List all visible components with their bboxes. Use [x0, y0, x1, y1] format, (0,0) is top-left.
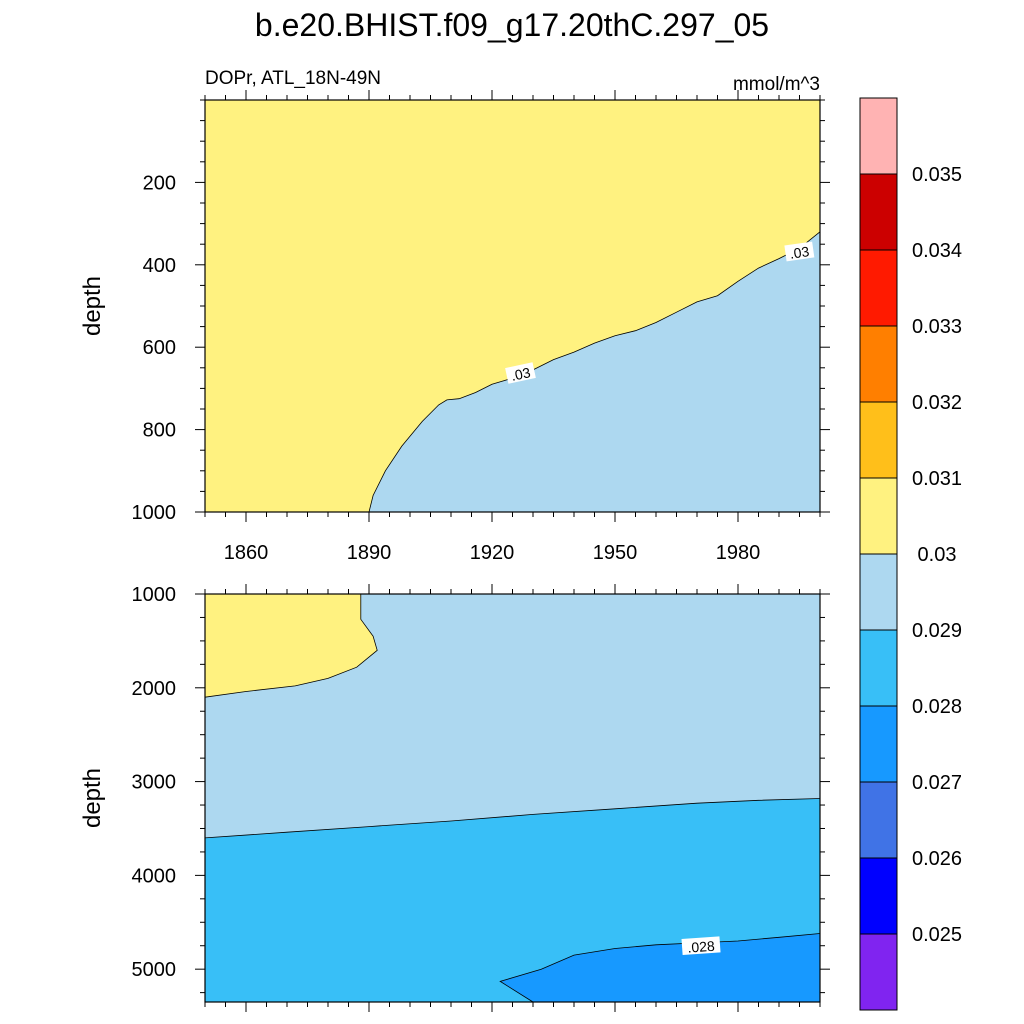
y-tick-label: 1000 [132, 502, 177, 524]
contour-label-text: .028 [687, 938, 716, 956]
contour-label-text: .03 [510, 364, 533, 384]
legend-swatch [859, 249, 898, 327]
contour-line-0030 [368, 231, 821, 513]
upper-contour-fills: .03 .03 [205, 100, 821, 513]
contour-label: .028 [681, 936, 721, 956]
lower-axes: 1000 2000 3000 4000 5000 [132, 584, 830, 1012]
legend-swatch [859, 401, 898, 479]
y-tick-label: 200 [143, 172, 176, 194]
legend-label: 0.029 [912, 620, 962, 642]
legend-swatch [859, 553, 898, 631]
subtitle-left: DOPr, ATL_18N-49N [205, 68, 381, 89]
y-tick-label: 2000 [132, 678, 177, 700]
legend-swatch [859, 933, 898, 1011]
legend-swatch [859, 477, 898, 555]
contour-line-0029 [204, 798, 821, 839]
y-tick-label: 600 [143, 337, 176, 359]
x-tick-label: 1920 [470, 542, 515, 564]
legend-label: 0.031 [912, 468, 962, 490]
legend-swatch [859, 325, 898, 403]
legend-label: 0.033 [912, 316, 962, 338]
lower-ylabel: depth [79, 768, 106, 828]
y-tick-label: 800 [143, 420, 176, 442]
region-0027-0028 [500, 933, 820, 1002]
legend-label: 0.032 [912, 392, 962, 414]
legend-swatch [859, 97, 898, 175]
units-label: mmol/m^3 [733, 74, 820, 95]
legend-swatch [859, 705, 898, 783]
legend-label: 0.025 [912, 924, 962, 946]
x-tick-label: 1890 [347, 542, 392, 564]
legend-label: 0.035 [912, 164, 962, 186]
legend-swatch [859, 857, 898, 935]
region-0030-0031 [205, 594, 378, 698]
x-tick-label: 1980 [716, 542, 761, 564]
upper-axes: 1860 1890 1920 1950 1980 200 400 600 800 1000 [132, 90, 830, 564]
legend-label: 0.026 [912, 848, 962, 870]
x-tick-label: 1860 [224, 542, 269, 564]
y-tick-label: 5000 [132, 959, 177, 981]
contour-line-0028 [499, 933, 821, 1003]
legend-swatch [859, 629, 898, 707]
contour-label: .03 [784, 241, 815, 262]
legend-label: 0.03 [918, 544, 957, 566]
region-0029-0030 [369, 231, 820, 513]
lower-panel: .028 1000 2000 3000 4000 5000 depth [79, 584, 830, 1012]
legend-swatch [859, 173, 898, 251]
legend-label: 0.028 [912, 696, 962, 718]
y-tick-label: 400 [143, 255, 176, 277]
legend-swatch [859, 781, 898, 859]
contour-line-0030 [204, 594, 378, 698]
y-tick-label: 1000 [132, 584, 177, 606]
x-tick-label: 1950 [593, 542, 638, 564]
legend-label: 0.027 [912, 772, 962, 794]
lower-contour-fills: .028 [204, 594, 821, 1003]
contour-label-text: .03 [789, 243, 811, 262]
legend-label: 0.034 [912, 240, 962, 262]
chart-title: b.e20.BHIST.f09_g17.20thC.297_05 [255, 7, 769, 43]
upper-panel: .03.03 1860 1890 1920 1950 19802004006008001… [79, 90, 830, 564]
y-tick-label: 4000 [132, 865, 177, 887]
contour-label: .03 [505, 362, 536, 384]
y-tick-label: 3000 [132, 772, 177, 794]
upper-ylabel: depth [79, 276, 106, 336]
color-legend: 0.035 0.034 0.033 0.032 0.031 0.03 0.029 0.028 0… [859, 97, 962, 1011]
